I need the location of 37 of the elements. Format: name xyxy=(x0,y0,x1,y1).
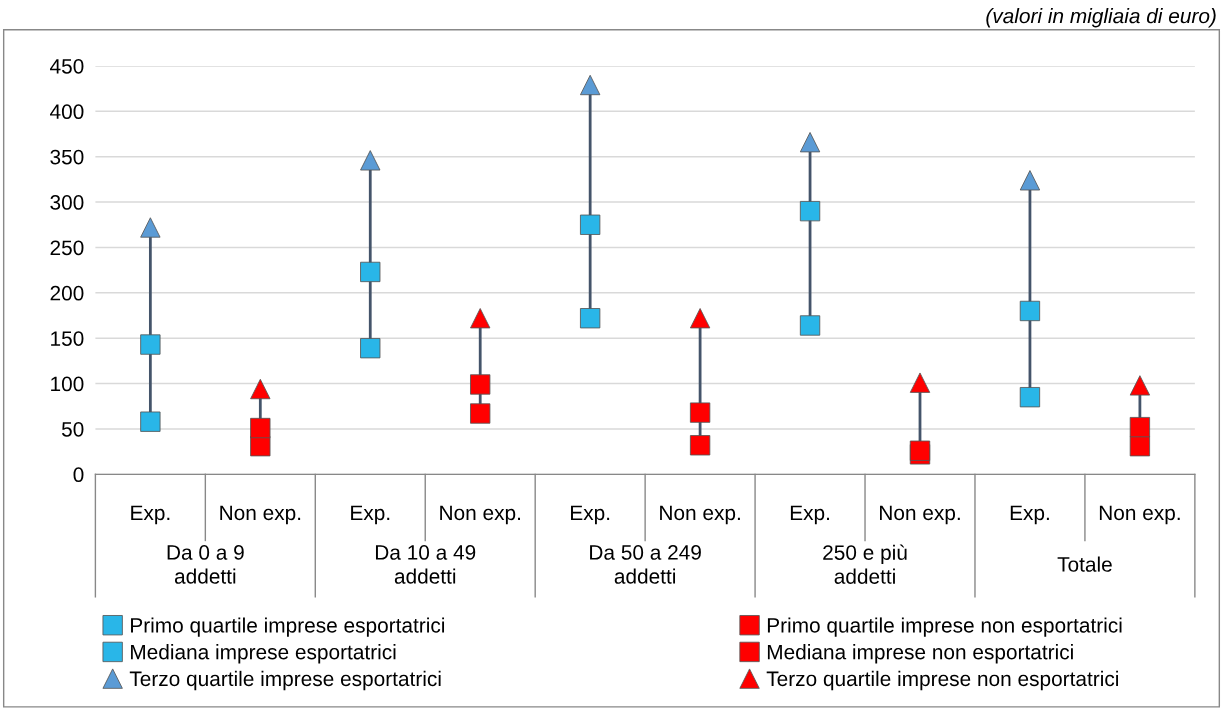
x-tick-label: Non exp. xyxy=(880,505,960,525)
x-tick-label: Non exp. xyxy=(1099,505,1180,525)
legend-label: Mediana imprese non esportatrici xyxy=(767,644,1073,664)
legend-label: Mediana imprese esportatrici xyxy=(131,644,396,664)
point xyxy=(360,261,381,283)
point xyxy=(1019,300,1041,322)
x-tick-label: Exp. xyxy=(1010,505,1049,525)
x-tick-label: Exp. xyxy=(571,505,610,525)
x-tick-label: Exp. xyxy=(131,505,170,525)
x-tick-label: Non exp. xyxy=(220,505,301,525)
y-tick-label: 250 xyxy=(50,240,84,256)
y-tick-label: 450 xyxy=(50,58,84,74)
x-tick-label: Non exp. xyxy=(440,505,520,525)
point xyxy=(250,417,271,439)
y-tick-label: 100 xyxy=(51,376,84,392)
legend-label: Primo quartile imprese esportatrici xyxy=(131,617,445,637)
x-tick-label: Non exp. xyxy=(660,505,740,525)
text: Totale xyxy=(1057,556,1112,572)
legend-label: Terzo quartile imprese non esportatrici xyxy=(766,670,1118,691)
legend-label: Primo quartile imprese non esportatrici xyxy=(767,617,1122,637)
y-tick-label: 150 xyxy=(51,331,84,346)
point xyxy=(470,403,491,424)
y-tick-label: 350 xyxy=(50,149,84,165)
y-tick-label: 400 xyxy=(50,104,84,120)
text: Da 50 a 249 addetti xyxy=(590,545,701,584)
chart-subtitle: (valori in migliaia di euro) xyxy=(986,8,1216,28)
text: 250 e più addetti xyxy=(823,544,907,584)
y-tick-label: 200 xyxy=(50,285,84,301)
point xyxy=(1019,387,1041,408)
x-tick-label: Exp. xyxy=(351,505,390,525)
x-tick-label: Exp. xyxy=(790,505,829,525)
text: Da 0 a 9 addetti xyxy=(167,545,244,584)
legend-label: Terzo quartile imprese esportatrici xyxy=(129,670,441,691)
y-tick-label: 0 xyxy=(73,467,84,483)
y-tick-label: 300 xyxy=(50,195,84,210)
y-tick-label: 50 xyxy=(61,421,84,437)
text: Da 10 a 49 addetti xyxy=(375,545,476,584)
